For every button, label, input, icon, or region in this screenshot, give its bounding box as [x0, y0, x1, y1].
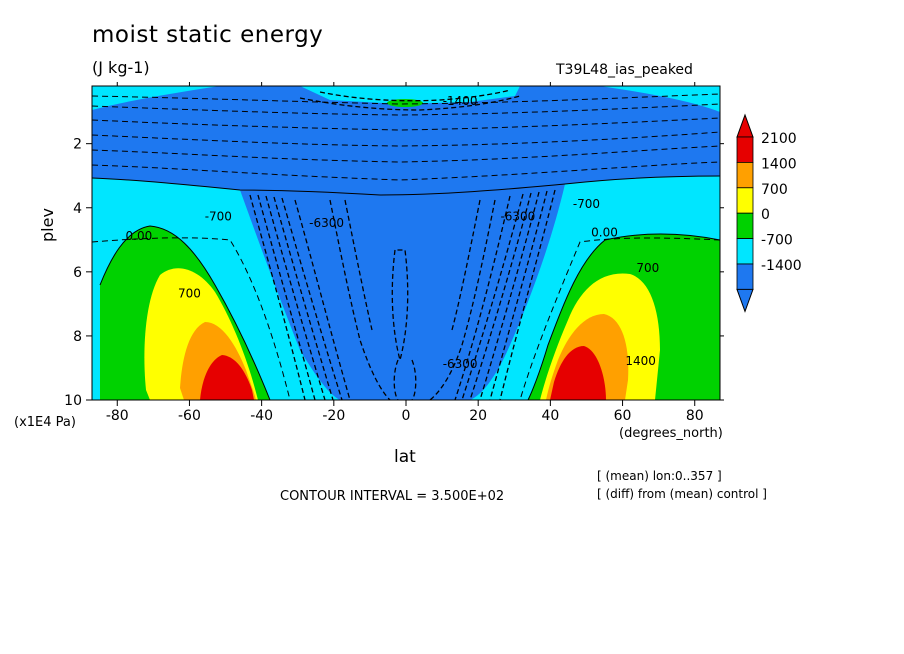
x-tick-label: 0 — [402, 408, 411, 424]
contour-interval: CONTOUR INTERVAL = 3.500E+02 — [280, 489, 505, 504]
y-tick-label: 8 — [73, 329, 82, 345]
x-tick-label: -40 — [250, 408, 273, 424]
x-tick-label: 60 — [614, 408, 632, 424]
x-tick-label: -20 — [322, 408, 345, 424]
contour-label: 700 — [178, 286, 201, 300]
colorbar-segment — [736, 238, 754, 265]
colorbar-label: 700 — [761, 182, 788, 198]
colorbar-segment — [736, 136, 754, 163]
note-difference: [ (diff) from (mean) control ] — [597, 487, 767, 501]
x-axis-label: lat — [394, 447, 416, 467]
x-tick-label: 20 — [469, 408, 487, 424]
contour-label: -1400 — [443, 94, 478, 108]
contour-label: 0.00 — [126, 229, 153, 243]
contour-label: -6300 — [309, 216, 344, 230]
colorbar-bottom-arrow — [736, 288, 754, 313]
x-axis-units: (degrees_north) — [619, 426, 723, 441]
y-tick-label: 4 — [73, 201, 82, 217]
x-tick-label: -60 — [178, 408, 201, 424]
colorbar: 2100 1400 700 0 -700 -1400 — [736, 113, 802, 313]
contour-label: 1400 — [625, 354, 656, 368]
contour-label: 700 — [636, 261, 659, 275]
colorbar-segment — [736, 263, 754, 290]
y-axis-units: (x1E4 Pa) — [14, 415, 76, 430]
contour-label: 0.00 — [591, 226, 618, 240]
colorbar-label: 0 — [761, 207, 770, 223]
y-tick-label: 10 — [64, 393, 82, 409]
note-longitude: [ (mean) lon:0..357 ] — [597, 469, 722, 483]
y-axis-label: plev — [38, 208, 57, 242]
colorbar-segment — [736, 187, 754, 214]
x-tick-label: -80 — [106, 408, 129, 424]
chart-title: moist static energy — [92, 22, 324, 48]
region-2100-left — [200, 355, 254, 400]
colorbar-label: 2100 — [761, 131, 797, 147]
contour-label: -700 — [205, 210, 232, 224]
colorbar-top-arrow — [736, 113, 754, 138]
contour-label: -700 — [573, 197, 600, 211]
region-minus700-top — [300, 86, 520, 104]
colorbar-label: -700 — [761, 233, 793, 249]
x-tick-label: 80 — [686, 408, 704, 424]
colorbar-segment — [736, 212, 754, 239]
colorbar-label: -1400 — [761, 258, 802, 274]
colorbar-label: 1400 — [761, 156, 797, 172]
region-2100-right — [550, 346, 606, 400]
contour-label: -6300 — [500, 210, 535, 224]
y-tick-label: 2 — [73, 137, 82, 153]
chart-units: (J kg-1) — [92, 58, 150, 77]
contour-label: -6300 — [443, 357, 478, 371]
colorbar-segment — [736, 161, 754, 189]
x-tick-label: 40 — [541, 408, 559, 424]
run-id: T39L48_ias_peaked — [556, 62, 693, 78]
y-tick-label: 6 — [73, 265, 82, 281]
